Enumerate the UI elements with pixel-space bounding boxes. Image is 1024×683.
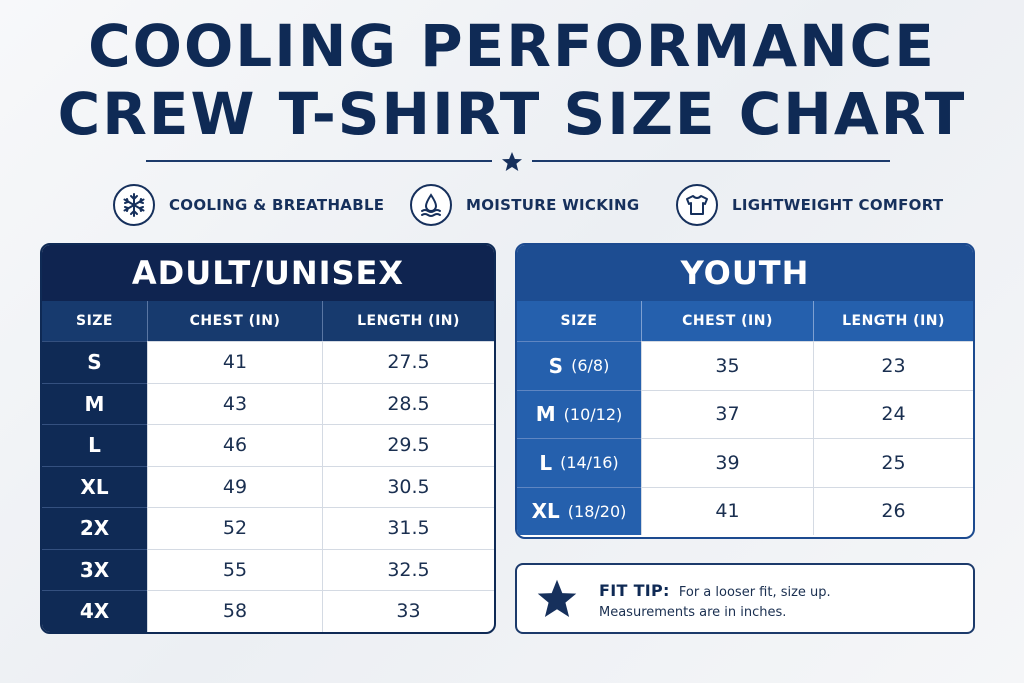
chest-value: 43	[147, 383, 322, 424]
table-row: 3X 55 32.5	[42, 548, 494, 590]
chest-value: 52	[147, 508, 322, 549]
length-value: 31.5	[322, 508, 494, 549]
size-label: M	[42, 382, 147, 424]
length-value: 33	[322, 591, 494, 632]
table-row: XL (18/20) 41 26	[517, 486, 973, 535]
fit-tip-line-1: FIT TIP: For a looser fit, size up.	[599, 581, 831, 600]
size-range: (14/16)	[560, 453, 619, 473]
table-row: M 43 28.5	[42, 382, 494, 424]
page-title-line-2: CREW T-SHIRT SIZE CHART	[57, 80, 967, 148]
divider-left	[146, 160, 492, 162]
snowflake-icon	[113, 184, 155, 226]
size-range: (10/12)	[563, 404, 623, 424]
feature-cooling: COOLING & BREATHABLE	[113, 182, 384, 228]
table-row: L 46 29.5	[42, 424, 494, 466]
adult-size-table: ADULT/UNISEX SIZE CHEST (IN) LENGTH (IN)…	[40, 243, 496, 634]
adult-table-header: SIZE CHEST (IN) LENGTH (IN)	[42, 301, 494, 341]
length-value: 32.5	[322, 549, 494, 590]
length-value: 23	[813, 342, 973, 390]
size-label: L	[42, 424, 147, 466]
size-letter: L	[539, 450, 553, 475]
feature-label: MOISTURE WICKING	[466, 196, 640, 214]
column-header-size: SIZE	[560, 313, 598, 329]
size-range: (6/8)	[571, 356, 610, 376]
t-shirt-icon	[676, 184, 718, 226]
length-value: 25	[813, 439, 973, 487]
page-title-line-1: COOLING PERFORMANCE	[88, 12, 936, 80]
table-row: L (14/16) 39 25	[517, 438, 973, 487]
column-header-chest: CHEST (IN)	[147, 301, 322, 341]
table-row: S 41 27.5	[42, 341, 494, 383]
length-value: 29.5	[322, 425, 494, 466]
chest-value: 41	[147, 342, 322, 383]
length-value: 28.5	[322, 383, 494, 424]
size-letter: XL	[531, 499, 560, 524]
chest-value: 35	[641, 342, 813, 390]
size-label: 4X	[42, 590, 147, 632]
column-header-size: SIZE	[75, 313, 113, 329]
size-label: XL (18/20)	[517, 486, 641, 535]
chest-value: 39	[641, 439, 813, 487]
youth-table-title: YOUTH	[517, 245, 973, 301]
chest-value: 46	[147, 425, 322, 466]
length-value: 27.5	[322, 342, 494, 383]
chest-value: 58	[147, 591, 322, 632]
star-icon	[502, 152, 522, 171]
length-value: 30.5	[322, 466, 494, 507]
size-label: S (6/8)	[517, 341, 641, 390]
length-value: 26	[813, 487, 973, 535]
size-range: (18/20)	[567, 501, 627, 521]
feature-lightweight: LIGHTWEIGHT COMFORT	[676, 182, 943, 228]
divider-right	[532, 160, 890, 162]
feature-label: LIGHTWEIGHT COMFORT	[732, 196, 944, 214]
fit-tip-box: FIT TIP: For a looser fit, size up. Meas…	[515, 563, 975, 634]
fit-tip-text: For a looser fit, size up.	[678, 585, 831, 600]
table-row: S (6/8) 35 23	[517, 341, 973, 390]
chest-value: 41	[641, 487, 813, 535]
size-label: S	[42, 341, 147, 383]
size-label: M (10/12)	[517, 389, 641, 438]
youth-size-table: YOUTH SIZE CHEST (IN) LENGTH (IN) S (6/8)…	[515, 243, 975, 539]
feature-label: COOLING & BREATHABLE	[169, 196, 385, 214]
table-row: XL 49 30.5	[42, 465, 494, 507]
adult-table-title: ADULT/UNISEX	[42, 245, 494, 301]
chest-value: 37	[641, 390, 813, 438]
size-label: 2X	[42, 507, 147, 549]
chest-value: 49	[147, 466, 322, 507]
youth-table-header: SIZE CHEST (IN) LENGTH (IN)	[517, 301, 973, 341]
size-label: L (14/16)	[517, 438, 641, 487]
size-letter: S	[548, 353, 564, 378]
table-row: M (10/12) 37 24	[517, 389, 973, 438]
size-letter: M	[535, 402, 556, 427]
size-label: 3X	[42, 548, 147, 590]
water-drop-icon	[410, 184, 452, 226]
fit-tip-label: FIT TIP:	[599, 581, 670, 600]
feature-moisture: MOISTURE WICKING	[410, 182, 640, 228]
size-label: XL	[42, 465, 147, 507]
length-value: 24	[813, 390, 973, 438]
column-header-length: LENGTH (IN)	[813, 301, 973, 341]
star-icon	[537, 579, 577, 617]
table-row: 2X 52 31.5	[42, 507, 494, 549]
column-header-chest: CHEST (IN)	[641, 301, 813, 341]
table-row: 4X 58 33	[42, 590, 494, 632]
column-header-length: LENGTH (IN)	[322, 301, 494, 341]
fit-tip-note: Measurements are in inches.	[599, 605, 787, 620]
chest-value: 55	[147, 549, 322, 590]
